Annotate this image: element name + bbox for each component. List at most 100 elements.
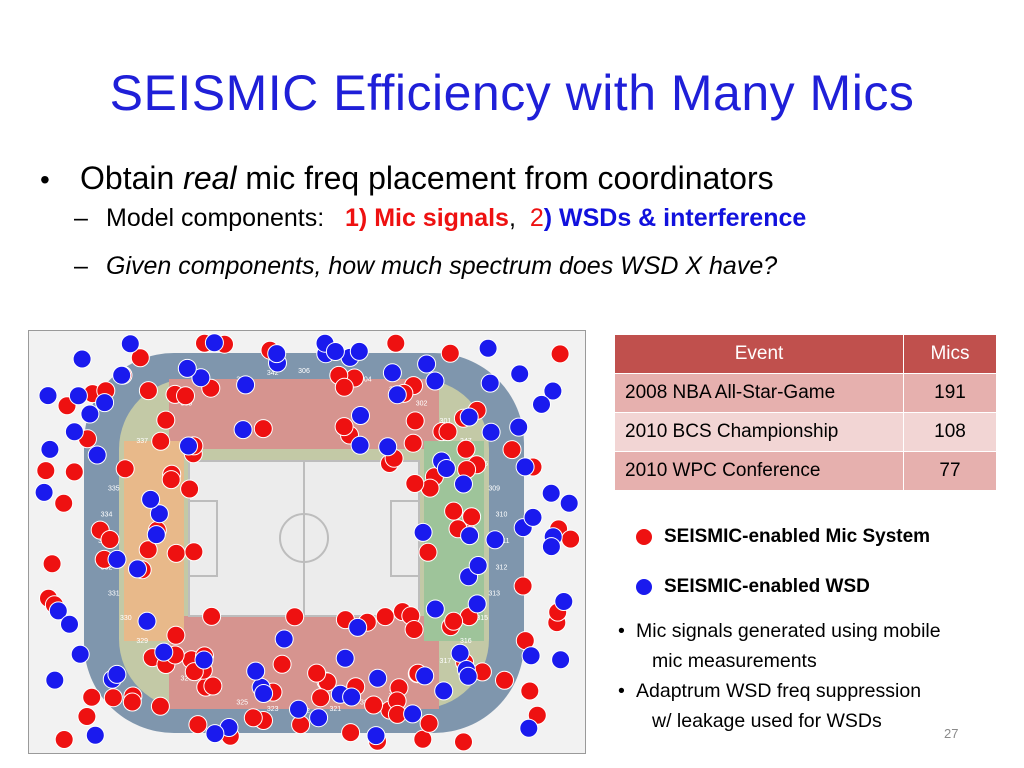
wsd-dot — [309, 708, 329, 728]
wsd-dot — [141, 489, 161, 509]
mic-dot — [64, 462, 84, 482]
page-number: 27 — [944, 726, 959, 741]
mic-dot — [253, 419, 273, 439]
mic-dot — [184, 542, 204, 562]
legend-mic: SEISMIC-enabled Mic System — [636, 526, 930, 548]
note-item: • Adaptrum WSD freq suppression w/ leaka… — [618, 676, 1018, 736]
wsd-dot — [80, 404, 100, 424]
mic-dot — [115, 459, 135, 479]
section-label: 321 — [329, 706, 341, 713]
mic-dot — [156, 410, 176, 430]
dash-icon: – — [74, 252, 88, 280]
sub-bullet-question: – Given components, how much spectrum do… — [74, 252, 1000, 300]
wsd-dot — [417, 354, 437, 374]
bullet-main: • Obtain real mic freq placement from co… — [40, 160, 1000, 204]
wsd-dot — [204, 333, 224, 353]
mic-dot — [202, 606, 222, 626]
section-label: 310 — [496, 511, 508, 518]
wsd-dot — [179, 436, 198, 456]
wsd-dot — [191, 368, 211, 388]
section-label: 316 — [460, 638, 472, 645]
stadium-map: 3063053043033023013473463093103113123133… — [28, 330, 586, 754]
mic-dot — [502, 440, 522, 460]
wsd-dot — [559, 493, 579, 513]
wsd-dot — [415, 666, 435, 686]
wsd-dot — [107, 549, 127, 569]
note-line: Mic signals generated using mobile — [636, 620, 941, 642]
bullet-list: • Obtain real mic freq placement from co… — [40, 160, 1000, 300]
section-label: 323 — [267, 706, 279, 713]
wsd-dot — [289, 699, 308, 719]
wsd-dot — [137, 611, 157, 631]
mic-dot — [36, 461, 56, 481]
mic-dot — [176, 386, 195, 406]
events-table: Event Mics 2008 NBA All-Star-Game 191 20… — [614, 334, 997, 491]
mic-dot — [311, 688, 331, 708]
mic-dot — [550, 344, 570, 364]
mic-dot — [54, 730, 74, 749]
wsd-dot — [368, 668, 388, 688]
mics-cell: 108 — [903, 412, 997, 452]
wsd-dot — [434, 681, 454, 701]
mic-dot — [138, 540, 158, 560]
table-row: 2010 WPC Conference 77 — [614, 451, 997, 491]
slide-title: SEISMIC Efficiency with Many Mics — [109, 65, 915, 121]
wsd-dot — [382, 363, 402, 383]
wsd-dot — [348, 617, 368, 637]
wsd-dot — [233, 420, 253, 440]
wsd-dot — [38, 386, 58, 406]
wsd-dot — [510, 364, 530, 384]
wsd-dot — [541, 537, 561, 557]
wsd-dot — [254, 684, 274, 703]
mic-dot — [418, 542, 438, 562]
wsd-dot — [521, 646, 541, 666]
section-label: 331 — [108, 591, 120, 598]
wsd-dot — [403, 704, 423, 724]
section-label: 337 — [136, 438, 148, 445]
mic-dot — [103, 688, 123, 708]
wsd-dot — [509, 417, 529, 437]
mic-dot — [440, 343, 460, 363]
mic-dot — [100, 530, 120, 549]
wsd-dot — [68, 386, 88, 406]
wsd-dot — [236, 375, 256, 395]
mic-dot — [561, 529, 581, 549]
wsd-dot — [378, 437, 398, 457]
mics-cell: 191 — [903, 373, 997, 413]
mic-dot — [138, 381, 158, 401]
wsd-dot — [194, 650, 214, 670]
section-label: 304 — [360, 376, 372, 383]
wsd-dot — [459, 407, 479, 427]
section-label: 315 — [476, 615, 488, 622]
mic-dot — [166, 625, 186, 645]
wsd-dot — [48, 601, 68, 621]
wsd-dot — [481, 422, 501, 442]
mic-dot — [386, 333, 406, 353]
wsd-dot — [554, 592, 574, 611]
wsd-dot — [450, 643, 470, 663]
mic-dot — [272, 654, 292, 674]
red-dot-icon — [636, 529, 652, 545]
wsd-dot — [349, 341, 369, 361]
wsd-dot — [112, 365, 132, 385]
mic-dot — [166, 543, 186, 563]
wsd-dot — [541, 483, 561, 503]
wsd-dot — [60, 614, 79, 634]
mic-dot — [341, 723, 361, 743]
mic-dot — [130, 348, 150, 368]
section-label: 317 — [440, 658, 452, 665]
wsd-dot — [120, 334, 140, 354]
section-label: 329 — [136, 638, 148, 645]
mic-dot — [54, 493, 74, 513]
legend-mic-label: SEISMIC-enabled Mic System — [664, 526, 931, 547]
mic-dot — [404, 620, 424, 639]
wsd-dot — [480, 373, 500, 393]
section-label: 327 — [181, 676, 193, 683]
mic-dot — [82, 687, 102, 707]
mic-dot — [285, 607, 305, 627]
mic-dot — [403, 433, 423, 453]
legend-wsd: SEISMIC-enabled WSD — [636, 576, 870, 598]
table-row: 2010 BCS Championship 108 — [614, 412, 997, 452]
wsd-dot — [146, 525, 166, 545]
wsd-dot — [468, 556, 488, 575]
